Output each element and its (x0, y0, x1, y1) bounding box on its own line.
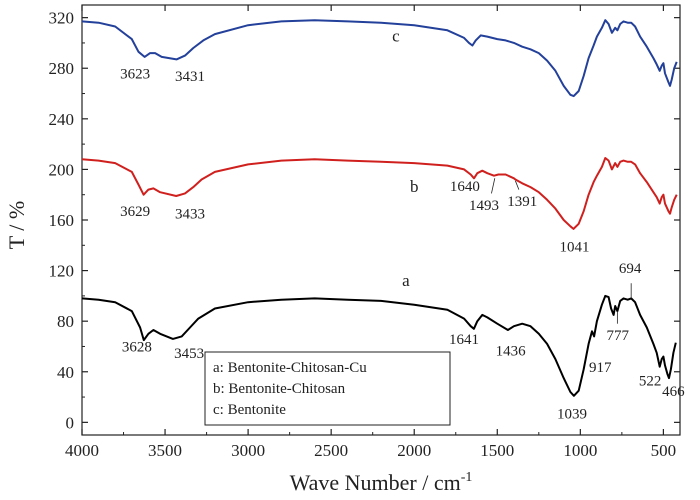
series-a-label: a (402, 271, 410, 290)
series-layer: a b c (81, 19, 678, 397)
series-a-line (81, 294, 677, 397)
y-axis-title: T / % (4, 201, 29, 249)
peak-label: 522 (639, 374, 662, 390)
peak-label: 466 (662, 384, 685, 400)
series-c-line (81, 19, 678, 98)
x-tick-label: 3000 (231, 441, 265, 460)
x-tick-label: 500 (651, 441, 677, 460)
axis-ticks: 4000 3500 3000 2500 2000 1500 1000 500 0 40 80 120 1… (49, 5, 680, 460)
y-tick-label: 240 (49, 110, 75, 129)
legend: a: Bentonite-Chitosan-Cu b: Bentonite-Ch… (204, 351, 451, 426)
y-tick-label: 120 (49, 262, 75, 281)
legend-entry-c: c: Bentonite (213, 402, 286, 418)
x-tick-label: 1000 (563, 441, 597, 460)
x-tick-label: 4000 (65, 441, 99, 460)
peak-label: 3433 (175, 207, 205, 223)
peak-label: 694 (619, 261, 642, 277)
x-axis-title-main: Wave Number / cm (290, 470, 461, 495)
y-tick-label: 80 (57, 312, 74, 331)
series-b-label: b (410, 177, 419, 196)
x-tick-label: 3500 (148, 441, 182, 460)
y-tick-label: 40 (57, 363, 74, 382)
legend-entry-b: b: Bentonite-Chitosan (213, 381, 346, 397)
peak-label: 1493 (469, 198, 499, 214)
x-tick-label: 1500 (480, 441, 514, 460)
peak-label: 917 (589, 360, 612, 376)
peak-label: 1640 (450, 179, 480, 195)
peak-leader-line (491, 178, 496, 194)
y-tick-label: 200 (49, 160, 75, 179)
series-b-line (81, 157, 678, 230)
peak-label: 3629 (120, 204, 150, 220)
y-tick-label: 280 (49, 59, 75, 78)
peak-label: 1436 (496, 343, 527, 359)
peak-label: 1041 (560, 240, 590, 256)
series-c-label: c (392, 27, 400, 46)
peak-label: 3431 (175, 69, 205, 85)
peak-label: 3628 (122, 340, 152, 356)
x-axis-title-sup: -1 (461, 470, 473, 485)
y-tick-label: 320 (49, 9, 75, 28)
peak-leader-line (515, 180, 520, 190)
x-tick-label: 2000 (397, 441, 431, 460)
peak-label: 3453 (174, 346, 204, 362)
peak-label: 1039 (557, 407, 587, 423)
peak-label: 3623 (120, 66, 150, 82)
peak-label: 1391 (507, 194, 537, 210)
peak-label: 1641 (449, 332, 479, 348)
peak-label: 777 (606, 328, 629, 344)
legend-entry-a: a: Bentonite-Chitosan-Cu (213, 360, 367, 376)
y-tick-label: 160 (49, 211, 75, 230)
x-axis-title: Wave Number / cm-1 (290, 470, 473, 495)
y-tick-label: 0 (66, 413, 75, 432)
x-tick-label: 2500 (314, 441, 348, 460)
annotation-layer: 3623 3431 3629 3433 1640 1493 1391 1041 3628 3453… (120, 66, 685, 422)
legend-box (204, 351, 451, 426)
